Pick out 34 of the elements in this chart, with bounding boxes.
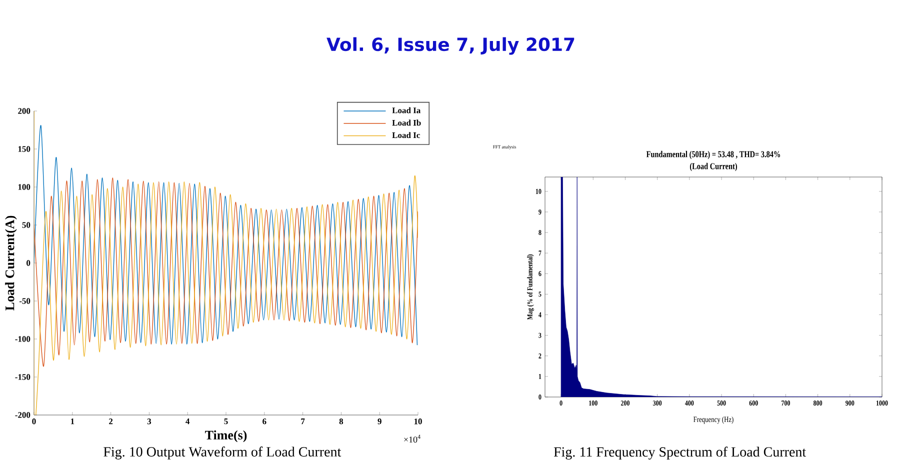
y-tick-label: 50	[22, 222, 30, 228]
x-axis-title: Time(s)	[205, 430, 247, 442]
caption: Fig. 10 Output Waveform of Load Current	[104, 446, 342, 460]
x-tick-label: 7	[301, 418, 305, 424]
line-series	[34, 178, 418, 367]
chart-subtitle: (Load Current)	[690, 162, 738, 172]
legend-label: Load Ib	[392, 120, 421, 126]
x-tick-label: 10	[414, 418, 422, 424]
y-tick-label: -100	[15, 336, 30, 342]
y-tick-label: -50	[19, 298, 30, 304]
text: Vol. 6, Issue 7, July 2017	[326, 37, 574, 55]
x-tick-label: 1	[70, 418, 74, 424]
x-axis-title: Frequency (Hz)	[694, 416, 734, 424]
y-tick-label: 0	[26, 260, 30, 266]
x-tick-label: 4	[186, 418, 190, 424]
x-tick-label: 9	[378, 418, 382, 424]
x-tick-label: 5	[224, 418, 228, 424]
y-tick-label: 200	[18, 108, 30, 114]
line-series	[34, 125, 418, 346]
y-tick-label: 150	[18, 146, 30, 152]
y-tick-label: 100	[18, 184, 30, 190]
y-tick-label: -200	[15, 412, 30, 418]
x-tick-label: 0	[32, 418, 36, 424]
legend-label: Load Ia	[392, 107, 421, 114]
legend-label: Load Ic	[392, 132, 420, 138]
x-tick-label: 8	[339, 418, 344, 424]
x-tick-label: 2	[109, 418, 113, 424]
text: ×10$^{4}$	[404, 434, 420, 443]
y-axis-title: Load Current(A)	[5, 216, 17, 311]
caption: Fig. 11 Frequency Spectrum of Load Current	[554, 446, 806, 460]
x-tick-label: 3	[147, 418, 152, 424]
x-tick-label: 6	[262, 418, 266, 424]
y-tick-label: -150	[15, 374, 30, 380]
chart-title: Fundamental (50Hz) = 53.48 , THD= 3.84%	[646, 150, 780, 160]
